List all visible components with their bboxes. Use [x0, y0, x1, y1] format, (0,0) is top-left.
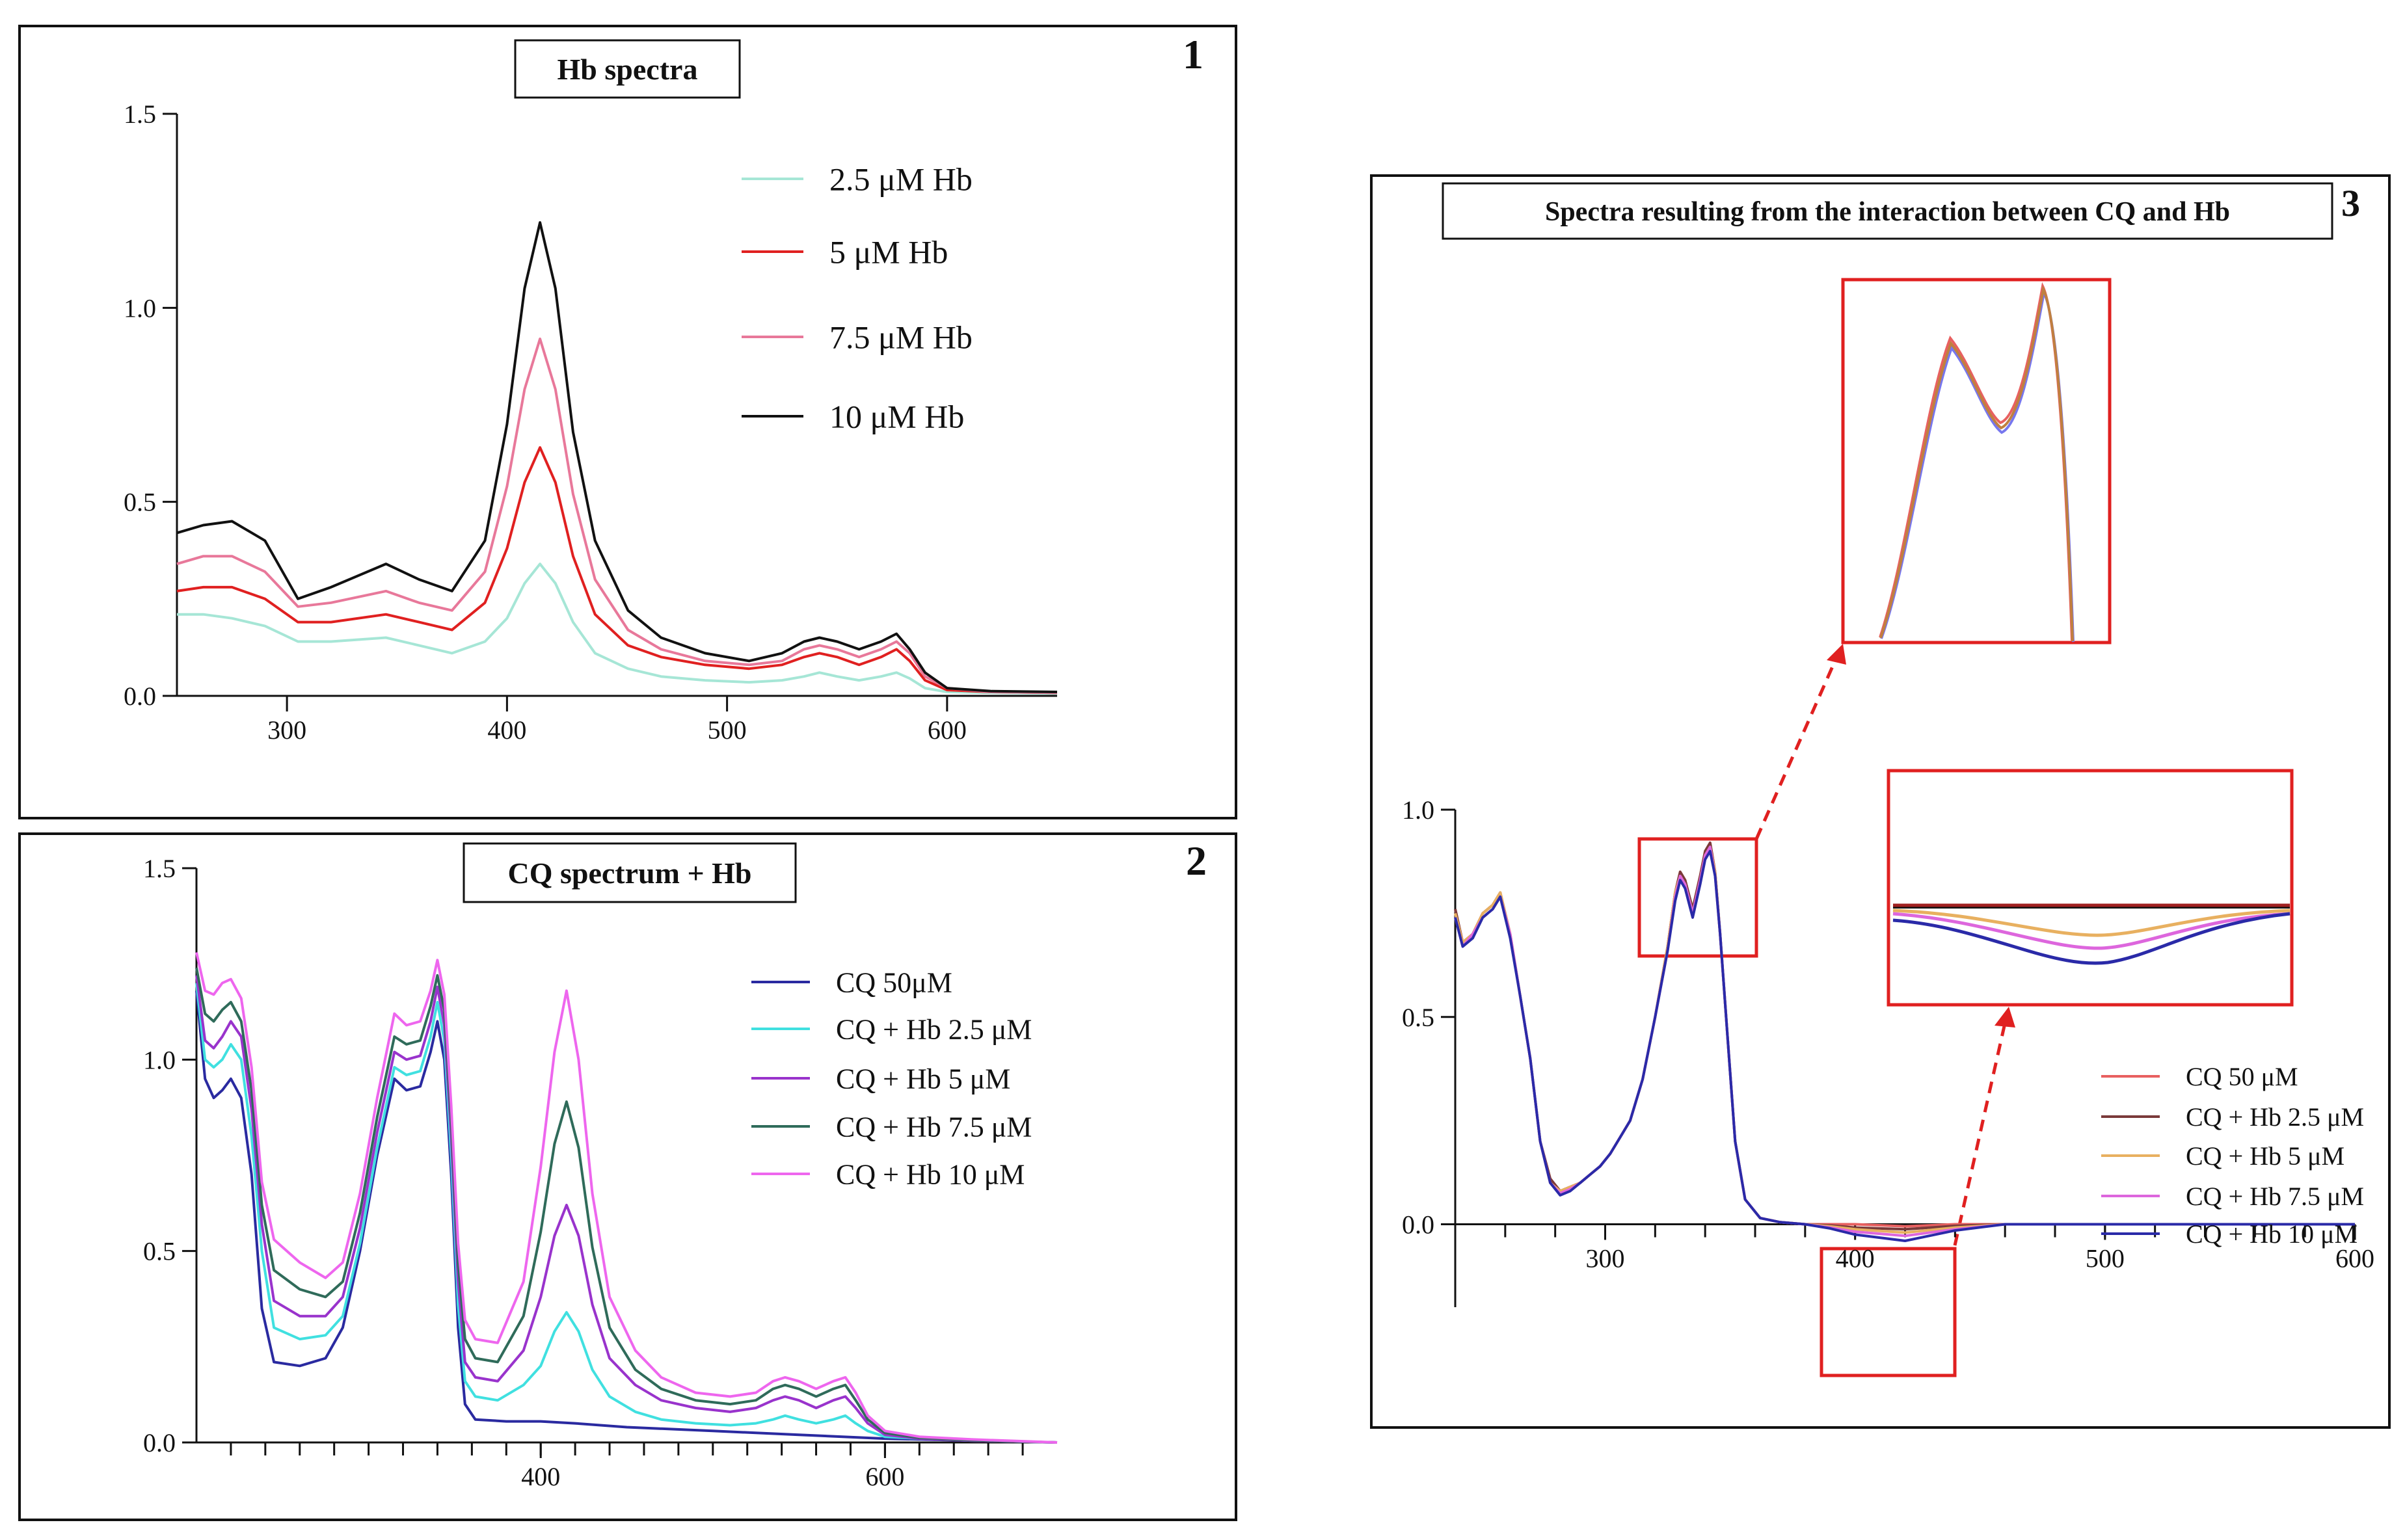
legend-label: CQ + Hb 10 μM [836, 1158, 1025, 1190]
legend-label: CQ + Hb 2.5 μM [2186, 1102, 2364, 1132]
panel-3-frame [1370, 174, 2391, 1429]
series-line [1454, 849, 2355, 1242]
legend-label: CQ + Hb 7.5 μM [2186, 1182, 2364, 1211]
panel-number-label: 1 [1183, 31, 1203, 77]
series-line [176, 446, 1058, 695]
x-tick-label: 400 [487, 715, 526, 745]
legend-label: CQ + Hb 5 μM [836, 1063, 1010, 1095]
chart-panel-3: Spectra resulting from the interaction b… [1402, 182, 2374, 1307]
y-tick-label: 1.5 [124, 100, 156, 129]
panel-1-frame [18, 25, 1237, 819]
series-line [195, 975, 1058, 1444]
y-tick-label: 0.5 [124, 488, 156, 517]
legend-label: 5 μM Hb [829, 234, 948, 271]
y-tick-label: 1.5 [143, 854, 176, 883]
chart-title: CQ spectrum + Hb [507, 856, 751, 890]
panel-number-label: 3 [2341, 182, 2360, 224]
series-line [1454, 842, 2355, 1231]
x-tick-label: 500 [2086, 1244, 2125, 1273]
series-line [195, 967, 1058, 1444]
x-tick-label: 400 [1836, 1244, 1875, 1273]
x-tick-label: 300 [267, 715, 306, 745]
inset-peak-curve [1879, 282, 2073, 641]
chart-title-box [514, 39, 741, 99]
inset-baseline-curve [1892, 909, 2291, 937]
chart-title-box [463, 842, 797, 903]
y-tick-label: 0.0 [124, 682, 156, 711]
series-line [195, 983, 1058, 1444]
zoom-box-baseline-inset [1887, 769, 2294, 1007]
zoom-arrowhead-baseline [1995, 1007, 2015, 1028]
series-line [195, 952, 1058, 1444]
zoom-box-baseline-region [1820, 1247, 1957, 1377]
legend-label: CQ 50μM [836, 966, 952, 998]
legend-label: 7.5 μM Hb [829, 319, 973, 356]
chart-title: Hb spectra [558, 53, 698, 86]
inset-peak-curve [1879, 285, 2074, 642]
inset-peak-curve [1880, 288, 2075, 643]
y-tick-label: 0.0 [143, 1428, 176, 1457]
legend-label: CQ + Hb 7.5 μM [836, 1111, 1032, 1143]
zoom-box-peak-inset [1841, 278, 2112, 644]
chart-panel-1: Hb spectra 1 0.0 0.5 1.0 1.5 300 400 500 600 2.5 μ… [124, 31, 1203, 745]
series-line [177, 563, 1058, 695]
zoom-arrow-baseline [1953, 1014, 2009, 1246]
legend-label: CQ + Hb 5 μM [2186, 1141, 2345, 1171]
y-tick-label: 0.0 [1402, 1210, 1434, 1240]
legend-label: CQ 50 μM [2186, 1062, 2298, 1091]
x-tick-label: 300 [1586, 1244, 1625, 1273]
zoom-annotations [1637, 278, 2294, 1377]
x-tick-label: 600 [865, 1462, 904, 1491]
series-line [195, 990, 1058, 1444]
x-tick-label: 400 [521, 1462, 560, 1491]
legend-label: 10 μM Hb [829, 399, 964, 435]
legend-label: 2.5 μM Hb [829, 161, 973, 198]
y-tick-label: 0.5 [1402, 1003, 1434, 1032]
inset-peak-curves [1879, 282, 2075, 643]
inset-baseline-curve [1892, 912, 2291, 950]
inset-baseline-curves [1892, 903, 2291, 965]
chart-title: Spectra resulting from the interaction b… [1545, 197, 2230, 227]
inset-baseline-curve [1892, 912, 2291, 965]
zoom-arrow-peak [1754, 649, 1842, 840]
y-tick-label: 1.0 [1402, 795, 1434, 825]
zoom-arrowhead-peak [1827, 644, 1846, 665]
y-tick-label: 1.0 [143, 1045, 176, 1074]
legend-label: CQ + Hb 10 μM [2186, 1219, 2358, 1249]
series-line [176, 221, 1058, 693]
series-line [176, 338, 1058, 695]
y-tick-label: 1.0 [124, 293, 156, 323]
zoom-box-peak-region [1637, 837, 1758, 958]
chart-title-box [1442, 182, 2333, 240]
panel-number-label: 2 [1186, 838, 1207, 884]
x-tick-label: 600 [928, 715, 967, 745]
chart-panel-2: CQ spectrum + Hb 2 0.0 0.5 1.0 1.5 400 600 CQ 50… [143, 838, 1207, 1491]
y-tick-label: 0.5 [143, 1237, 176, 1266]
panel-2-frame [18, 832, 1237, 1521]
x-tick-label: 500 [708, 715, 747, 745]
legend-label: CQ + Hb 2.5 μM [836, 1013, 1032, 1045]
x-tick-label: 600 [2335, 1244, 2374, 1273]
